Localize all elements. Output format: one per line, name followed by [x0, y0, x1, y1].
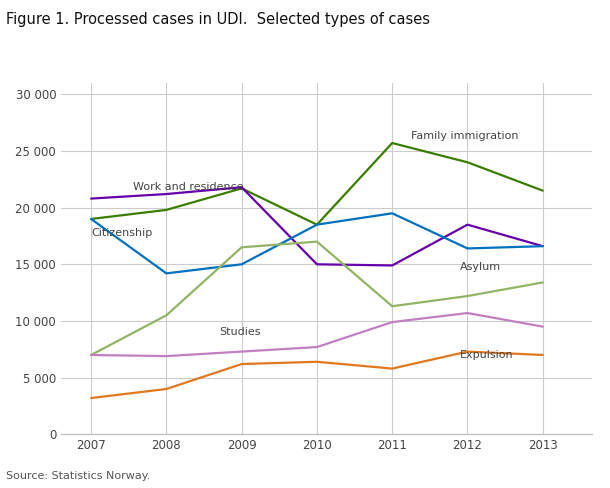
Text: Family immigration: Family immigration [411, 131, 518, 141]
Text: Expulsion: Expulsion [460, 349, 514, 360]
Text: Studies: Studies [219, 327, 260, 337]
Text: Work and residence: Work and residence [132, 182, 243, 192]
Text: Citizenship: Citizenship [91, 228, 152, 238]
Text: Source: Statistics Norway.: Source: Statistics Norway. [6, 471, 151, 481]
Text: Figure 1. Processed cases in UDI.  Selected types of cases: Figure 1. Processed cases in UDI. Select… [6, 12, 430, 27]
Text: Asylum: Asylum [460, 262, 501, 272]
